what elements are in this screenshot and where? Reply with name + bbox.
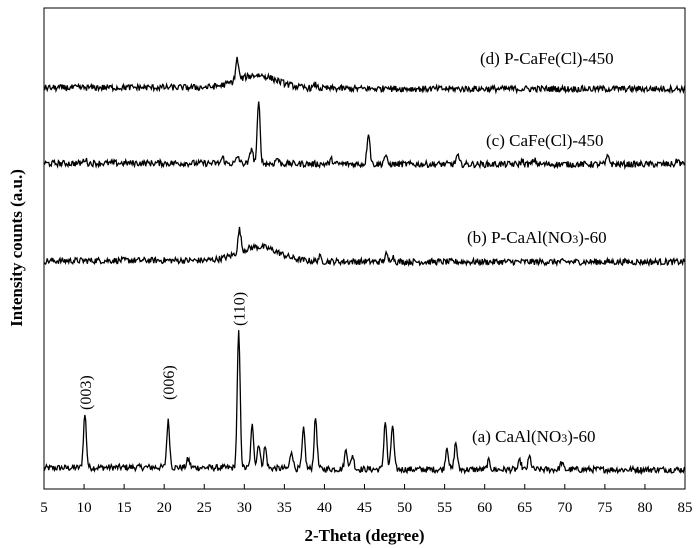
series-label-b: (b) P-CaAl(NO3)-60 (467, 228, 607, 247)
peak-annotation-110: (110) (232, 292, 249, 326)
x-tick-label-50: 50 (397, 500, 412, 516)
series-label-a: (a) CaAl(NO3)-60 (472, 427, 596, 446)
series-layer (43, 56, 686, 476)
x-tick-label-20: 20 (157, 500, 172, 516)
x-tick-label-60: 60 (477, 500, 492, 516)
peak-annotation-003: (003) (78, 375, 95, 410)
x-tick-label-65: 65 (517, 500, 532, 516)
x-tick-label-15: 15 (117, 500, 132, 516)
x-axis-title: 2-Theta (degree) (304, 526, 424, 545)
x-axis-ticks: 5 10 15 20 25 30 35 40 45 50 55 60 65 70 75 80 85 (40, 484, 693, 516)
series-label-layer: (a) CaAl(NO3)-60 (b) P-CaAl(NO3)-60 (c) Ca… (467, 49, 614, 446)
x-tick-label-75: 75 (597, 500, 612, 516)
series-label-d: (d) P-CaFe(Cl)-450 (480, 49, 614, 68)
series-label-c: (c) CaFe(Cl)-450 (486, 131, 604, 150)
x-tick-label-5: 5 (40, 500, 48, 516)
x-tick-label-85: 85 (678, 500, 693, 516)
x-tick-label-70: 70 (557, 500, 572, 516)
x-tick-label-40: 40 (317, 500, 332, 516)
x-tick-label-45: 45 (357, 500, 372, 516)
x-tick-label-80: 80 (637, 500, 652, 516)
x-tick-label-55: 55 (437, 500, 452, 516)
series-line-c (43, 101, 686, 171)
x-tick-label-30: 30 (237, 500, 252, 516)
series-line-b (43, 226, 686, 268)
peak-annotation-layer: (003) (006) (110) (78, 292, 249, 410)
y-axis-title: Intensity counts (a.u.) (7, 169, 26, 327)
x-tick-label-35: 35 (277, 500, 292, 516)
plot-frame (43, 7, 686, 490)
peak-annotation-006: (006) (161, 365, 178, 400)
series-line-d (43, 56, 686, 95)
series-line-a (43, 330, 686, 476)
x-tick-label-25: 25 (197, 500, 212, 516)
x-tick-label-10: 10 (77, 500, 92, 516)
